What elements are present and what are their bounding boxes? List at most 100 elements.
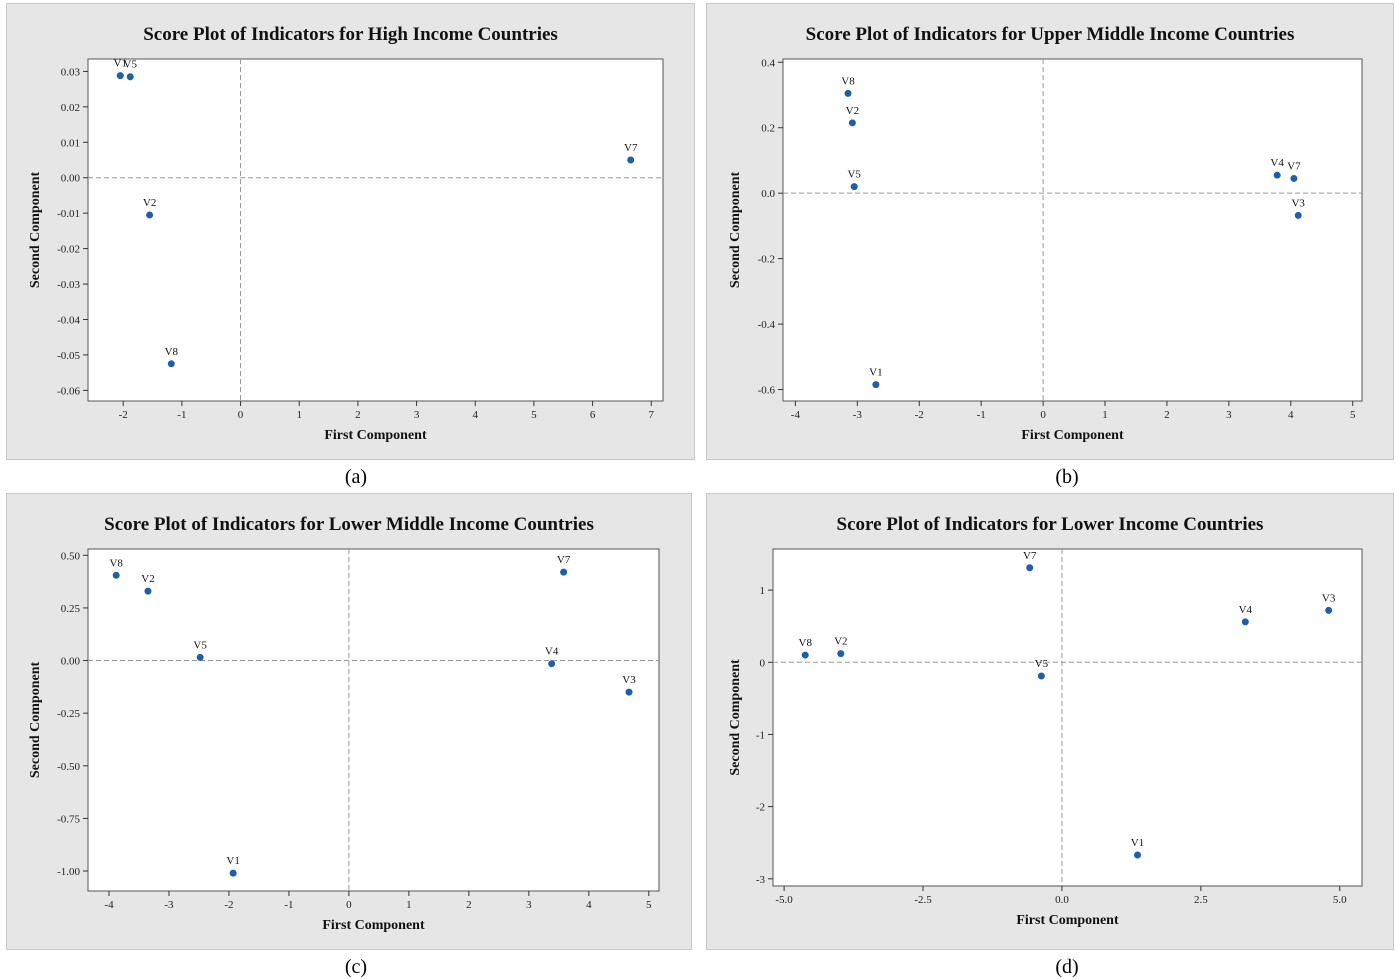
data-point	[146, 211, 154, 219]
x-tick-label: 3	[414, 409, 420, 421]
y-axis-title: Second Component	[28, 172, 43, 289]
scatter-plot: -4 -3 -2 -1 0 1 2 3 4 5 0.4 0.2 0.0 -0.2 -0.4 -0.6 First…	[728, 57, 1363, 443]
figure-caption: (b)	[1055, 466, 1079, 488]
data-point	[872, 381, 880, 389]
data-point-label: V7	[1023, 550, 1037, 562]
data-point-label: V8	[799, 637, 813, 649]
data-point	[229, 869, 237, 877]
y-tick-label: -1	[756, 729, 765, 741]
data-point-label: V4	[545, 646, 559, 658]
x-tick-label: 4	[1288, 409, 1294, 421]
x-axis-title: First Component	[1021, 428, 1124, 443]
x-tick-label: 2	[466, 899, 472, 911]
data-point	[1273, 171, 1281, 179]
chart-title: Score Plot of Indicators for High Income…	[143, 24, 558, 45]
x-tick-label: -2	[119, 409, 128, 421]
x-axis-title: First Component	[1016, 913, 1119, 928]
y-tick-label: 0.01	[61, 137, 80, 149]
x-tick-label: 0	[238, 409, 244, 421]
data-point-label: V1	[1131, 837, 1144, 849]
x-tick-label: 1	[1102, 409, 1108, 421]
data-point	[1241, 618, 1249, 626]
y-tick-label: -0.06	[57, 385, 80, 397]
y-tick-label: -1.00	[57, 866, 80, 878]
data-point-label: V4	[1239, 604, 1253, 616]
y-tick-label: -0.2	[758, 254, 775, 266]
data-point-label: V2	[143, 197, 156, 209]
data-point	[196, 653, 204, 661]
x-tick-label: 0.0	[1055, 894, 1069, 906]
data-point	[1037, 672, 1045, 680]
chart-panel-a: Score Plot of Indicators for High Income…	[6, 3, 695, 460]
x-tick-label: -4	[791, 409, 801, 421]
scatter-plot: -4 -3 -2 -1 0 1 2 3 4 5 0.50 0.25 0.00 -0.25 -0.50 -0.7…	[28, 548, 660, 933]
data-point	[625, 688, 633, 696]
data-point-label: V1	[226, 855, 239, 867]
y-tick-label: -2	[756, 802, 765, 814]
x-tick-label: 7	[649, 409, 655, 421]
y-tick-label: -0.6	[758, 385, 776, 397]
data-point-label: V5	[1035, 658, 1049, 670]
data-point	[126, 73, 134, 81]
y-tick-label: -0.03	[57, 279, 80, 291]
y-tick-label: -0.25	[57, 708, 80, 720]
chart-panel-d: Score Plot of Indicators for Lower Incom…	[706, 493, 1394, 950]
x-tick-label: -5.0	[775, 894, 793, 906]
y-tick-label: 0.0	[761, 188, 775, 200]
x-tick-label: 5	[646, 899, 652, 911]
y-tick-label: 0.00	[61, 656, 81, 668]
figure-caption: (c)	[344, 956, 368, 978]
y-tick-label: 0.00	[61, 173, 81, 185]
x-tick-label: 4	[586, 899, 592, 911]
plot-area	[87, 548, 660, 892]
plot-area	[782, 58, 1363, 402]
x-tick-label: 2	[1164, 409, 1170, 421]
x-tick-label: 5.0	[1333, 894, 1347, 906]
x-tick-label: -1	[177, 409, 186, 421]
data-point-label: V3	[1322, 592, 1336, 604]
data-point	[1325, 606, 1333, 614]
data-point-label: V4	[1270, 157, 1284, 169]
y-tick-label: -0.4	[758, 319, 776, 331]
x-tick-label: -3	[853, 409, 863, 421]
data-point	[627, 156, 635, 164]
chart-title: Score Plot of Indicators for Upper Middl…	[805, 24, 1295, 45]
y-tick-label: -3	[756, 874, 766, 886]
x-tick-label: 0	[346, 899, 352, 911]
chart-panel-b: Score Plot of Indicators for Upper Middl…	[706, 3, 1394, 460]
data-point	[848, 119, 856, 127]
data-point-label: V2	[834, 636, 847, 648]
data-point-label: V5	[124, 59, 138, 71]
data-point-label: V3	[622, 674, 636, 686]
data-point-label: V7	[624, 142, 638, 154]
y-tick-label: 0.2	[761, 123, 775, 135]
chart-panel-c: Score Plot of Indicators for Lower Middl…	[6, 493, 692, 950]
data-point-label: V1	[114, 58, 127, 70]
data-point-label: V5	[193, 639, 207, 651]
data-point	[167, 360, 175, 368]
y-tick-label: -0.02	[57, 244, 80, 256]
y-axis-title: Second Component	[28, 662, 43, 779]
data-point	[1294, 211, 1302, 219]
scatter-plot: -2 -1 0 1 2 3 4 5 6 7 0.03 0.02 0.01 0.00 -0.01 -0.02 -0…	[28, 58, 664, 443]
data-point	[112, 571, 120, 579]
data-point	[844, 89, 852, 97]
data-point	[560, 568, 568, 576]
data-point-label: V8	[109, 557, 123, 569]
figure-caption: (a)	[344, 466, 368, 488]
x-tick-label: 0	[1040, 409, 1046, 421]
x-tick-label: 4	[472, 409, 478, 421]
scatter-plot: -5.0 -2.5 0.0 2.5 5.0 1 0 -1 -2 -3 First Component…	[728, 548, 1363, 928]
chart-title: Score Plot of Indicators for Lower Incom…	[836, 514, 1264, 535]
x-tick-label: 3	[1226, 409, 1232, 421]
y-tick-label: -0.50	[57, 761, 80, 773]
y-tick-label: 1	[760, 585, 766, 597]
x-tick-label: -3	[164, 899, 174, 911]
x-tick-label: -2.5	[914, 894, 932, 906]
x-tick-label: 2	[355, 409, 361, 421]
x-tick-label: 3	[526, 899, 532, 911]
y-axis-title: Second Component	[728, 659, 743, 776]
data-point-label: V7	[1287, 160, 1301, 172]
x-tick-label: 1	[406, 899, 412, 911]
chart-title: Score Plot of Indicators for Lower Middl…	[104, 514, 594, 535]
